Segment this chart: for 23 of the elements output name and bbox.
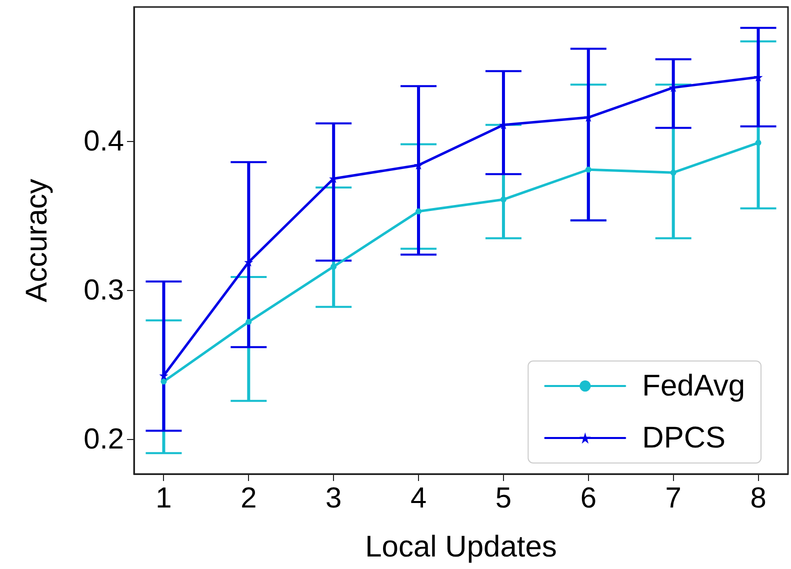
point	[160, 378, 167, 384]
point	[670, 170, 676, 176]
x-tick-label: 1	[156, 482, 172, 514]
legend-label: DPCS	[642, 422, 726, 454]
point	[755, 140, 762, 146]
x-tick-label: 3	[326, 482, 342, 514]
x-tick-label: 5	[495, 482, 512, 514]
x-tick-label: 4	[410, 482, 427, 514]
x-tick-label: 7	[665, 482, 682, 514]
x-tick-label: 8	[750, 482, 766, 514]
point	[246, 318, 252, 325]
x-axis-title: Local Updates	[365, 530, 557, 564]
point	[585, 166, 592, 173]
x-tick-label: 6	[580, 482, 596, 514]
legend-label: FedAvg	[642, 370, 746, 402]
y-tick-label: 0.4	[84, 125, 124, 158]
point	[330, 264, 337, 270]
y-tick-label: 0.3	[84, 274, 124, 306]
point	[500, 196, 506, 202]
x-tick-label: 2	[240, 482, 257, 514]
y-tick-label: 0.2	[84, 424, 124, 456]
point	[416, 208, 422, 214]
y-axis-title: Accuracy	[20, 178, 54, 302]
